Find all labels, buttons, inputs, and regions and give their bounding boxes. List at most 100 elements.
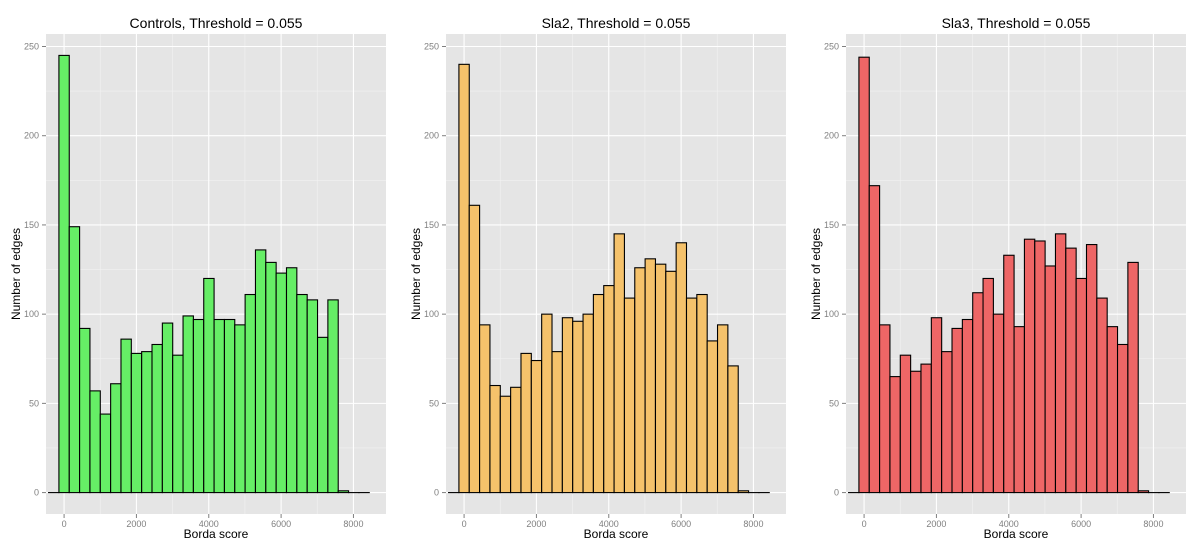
histogram-bar <box>1065 247 1077 494</box>
x-tick-label: 8000 <box>1143 519 1163 529</box>
y-tick-label: 100 <box>424 309 439 319</box>
histogram-bar <box>182 315 194 494</box>
histogram-bar <box>468 204 481 494</box>
histogram-bar <box>561 317 574 494</box>
histogram-bar <box>899 354 912 494</box>
histogram-bar <box>68 226 81 494</box>
histogram-bar <box>306 299 319 494</box>
histogram-bar <box>675 242 688 494</box>
histogram-bar <box>254 249 267 494</box>
histogram-bar <box>603 285 615 494</box>
x-tick-label: 4000 <box>199 519 219 529</box>
histogram-bar <box>951 327 963 494</box>
histogram-bar <box>1116 343 1129 494</box>
x-tick-label: 4000 <box>999 519 1019 529</box>
y-tick-label: 200 <box>424 131 439 141</box>
histogram-bar <box>1023 238 1036 494</box>
y-tick-label: 100 <box>24 309 39 319</box>
histogram-bar <box>479 324 491 494</box>
histogram-bar <box>275 272 288 494</box>
histogram-bar <box>172 354 184 494</box>
histogram-bar <box>582 313 594 494</box>
histogram-bar <box>499 395 512 494</box>
x-tick-label: 4000 <box>599 519 619 529</box>
histogram-bar <box>541 313 553 494</box>
histogram-bar <box>910 370 922 494</box>
histogram-bar <box>110 383 122 494</box>
histogram-bar <box>489 384 501 494</box>
histogram-bar <box>1106 326 1119 494</box>
histogram-bar <box>161 322 174 494</box>
histogram-bar <box>551 351 563 494</box>
histogram-bar <box>613 233 625 494</box>
panel-title: Sla2, Threshold = 0.055 <box>542 15 691 31</box>
histogram-bar <box>930 317 943 494</box>
y-tick-label: 150 <box>424 220 439 230</box>
histogram-bar <box>530 359 543 494</box>
histogram-bar <box>510 386 522 494</box>
histogram-bar <box>623 297 636 494</box>
histogram-bar <box>858 56 870 494</box>
histogram-bar <box>58 54 70 494</box>
y-tick-label: 0 <box>34 488 39 498</box>
histogram-bar <box>89 390 101 494</box>
y-tick-label: 0 <box>434 488 439 498</box>
y-tick-label: 150 <box>24 220 39 230</box>
histogram-bar <box>665 270 677 494</box>
x-tick-label: 6000 <box>1071 519 1091 529</box>
y-tick-label: 100 <box>824 309 839 319</box>
histogram-bar <box>265 261 277 494</box>
histogram-bar <box>982 277 994 494</box>
histogram-bar <box>920 363 932 494</box>
histogram-bar <box>972 292 984 494</box>
histogram-bar <box>572 320 584 494</box>
histogram-bar <box>941 351 953 494</box>
x-tick-label: 2000 <box>526 519 546 529</box>
histogram-bar <box>120 338 132 494</box>
histogram-bar <box>130 352 143 494</box>
histogram-bar <box>458 63 470 494</box>
histogram-bar <box>1003 254 1015 494</box>
x-axis-title: Borda score <box>584 527 649 541</box>
y-axis-title: Number of edges <box>809 228 823 320</box>
histogram-bar <box>889 376 901 494</box>
x-tick-label: 6000 <box>271 519 291 529</box>
y-tick-label: 250 <box>824 41 839 51</box>
histogram-bar <box>737 490 750 494</box>
histogram-bar <box>879 324 891 494</box>
x-tick-label: 8000 <box>343 519 363 529</box>
histogram-bar <box>696 293 708 494</box>
histogram-bar <box>244 293 257 494</box>
panel-sla2: 0 2000 4000 6000 8000 0 50 100 150 200 250 Sla2, Th… <box>409 15 786 541</box>
y-tick-label: 50 <box>29 398 39 408</box>
y-tick-label: 200 <box>24 131 39 141</box>
histogram-bar <box>203 277 215 494</box>
histogram-bar <box>327 299 339 494</box>
y-tick-label: 200 <box>824 131 839 141</box>
histogram-bar <box>1085 244 1098 494</box>
x-tick-label: 0 <box>462 519 467 529</box>
panel-controls: 0 2000 4000 6000 8000 0 50 100 150 200 250 Controls… <box>9 15 386 541</box>
histogram-bar <box>1096 297 1108 494</box>
histogram-bar <box>716 324 729 494</box>
histogram-bar <box>592 293 605 494</box>
x-tick-label: 6000 <box>671 519 691 529</box>
histogram-bar <box>1034 240 1046 494</box>
x-tick-label: 0 <box>62 519 67 529</box>
histogram-bar <box>992 313 1005 494</box>
y-tick-label: 250 <box>24 41 39 51</box>
histogram-bar <box>685 297 698 494</box>
histogram-bar <box>285 267 298 494</box>
y-tick-label: 50 <box>829 398 839 408</box>
histogram-bar <box>727 365 739 494</box>
histogram-bar <box>223 318 236 494</box>
x-tick-label: 8000 <box>743 519 763 529</box>
y-axis-title: Number of edges <box>9 228 23 320</box>
histogram-bar <box>213 318 225 494</box>
histogram-bar <box>961 318 974 494</box>
histogram-bar <box>654 263 667 494</box>
panel-title: Controls, Threshold = 0.055 <box>130 15 303 31</box>
x-axis-title: Borda score <box>984 527 1049 541</box>
